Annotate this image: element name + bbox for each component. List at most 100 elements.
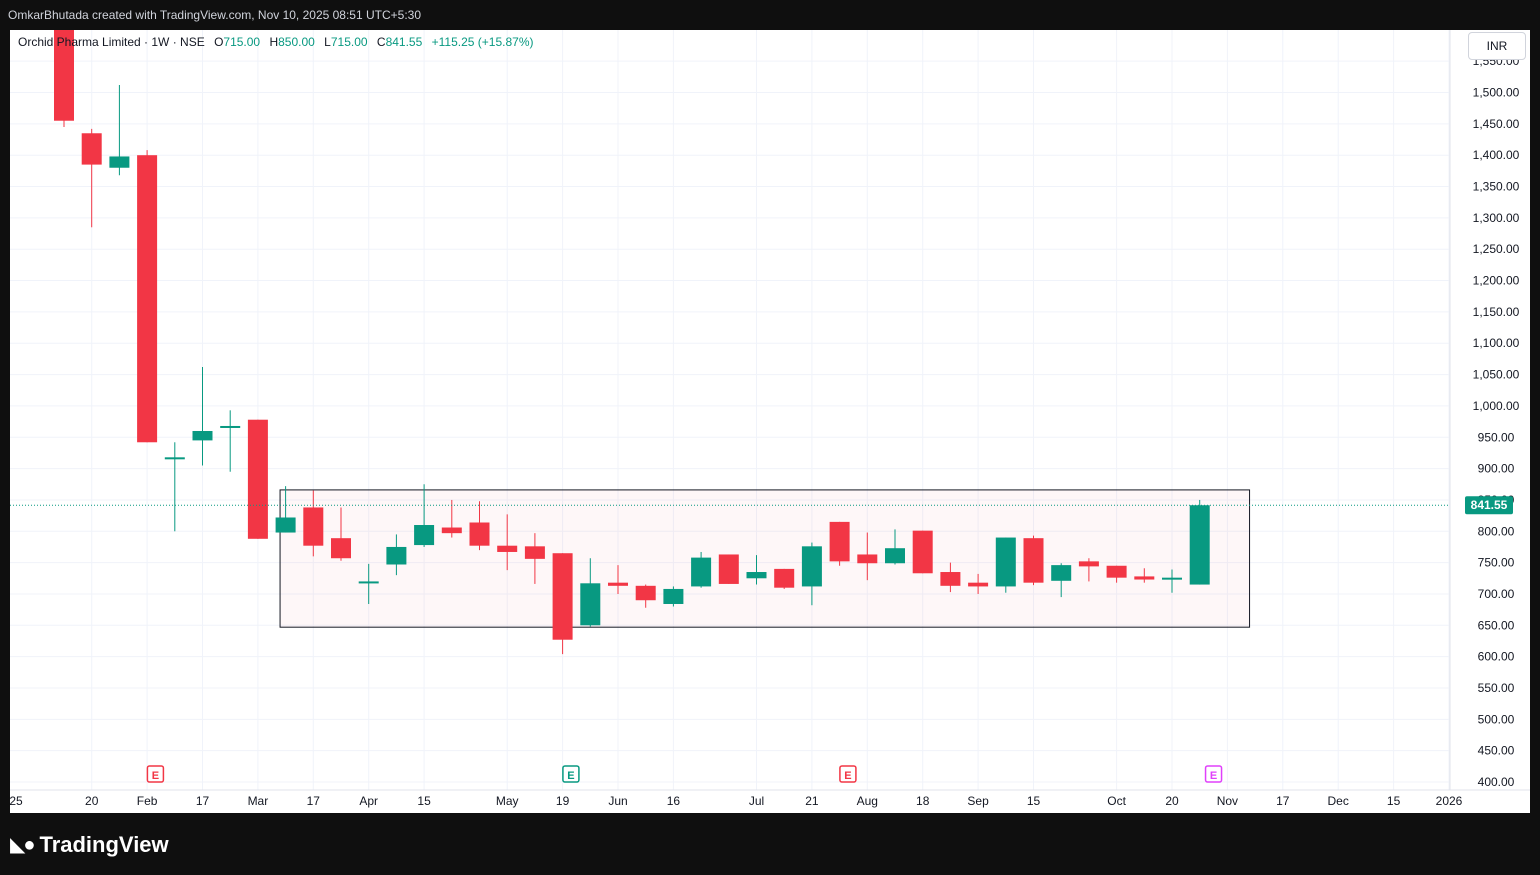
candle-body	[247, 419, 268, 539]
x-tick-label: Dec	[1328, 794, 1349, 808]
y-tick-label: 1,100.00	[1473, 336, 1520, 350]
y-tick-label: 500.00	[1478, 712, 1515, 726]
x-tick-label: 17	[196, 794, 210, 808]
y-tick-label: 1,350.00	[1473, 180, 1520, 194]
y-tick-label: 1,450.00	[1473, 117, 1520, 131]
candle-body	[940, 572, 961, 586]
candle-body	[275, 517, 296, 533]
candle-body	[1051, 565, 1072, 581]
y-tick-label: 1,200.00	[1473, 274, 1520, 288]
earnings-marker-label: E	[152, 770, 159, 782]
candle-body	[1134, 576, 1155, 580]
y-tick-label: 700.00	[1478, 587, 1515, 601]
candle-body	[995, 537, 1016, 587]
candle-body	[137, 155, 158, 443]
high-value: 850.00	[278, 35, 315, 49]
x-tick-label: Sep	[967, 794, 989, 808]
candle-body	[746, 572, 767, 579]
currency-selector[interactable]: INR	[1468, 32, 1526, 60]
candle-body	[441, 527, 462, 534]
earnings-marker	[1204, 765, 1223, 783]
x-tick-label: Apr	[359, 794, 378, 808]
chart-panel[interactable]: 400.00 450.00 500.00 550.00 600.00 650.00 700.…	[10, 30, 1530, 813]
x-tick-label: 15	[1027, 794, 1041, 808]
y-tick-label: 550.00	[1478, 681, 1515, 695]
y-tick-label: 400.00	[1478, 775, 1515, 789]
tv-logo-icon: ◣●	[10, 834, 36, 856]
x-tick-label: Aug	[857, 794, 878, 808]
x-tick-label: 16	[667, 794, 681, 808]
open-label: O	[214, 35, 224, 49]
candle-body	[1162, 577, 1182, 580]
x-axis-ticks: 25 20 Feb 17 Mar 17 Apr 15 May 19 Jun 16 Jul 21 Aug 18 S…	[10, 794, 1463, 808]
x-tick-label: 20	[85, 794, 99, 808]
high-label: H	[269, 35, 279, 49]
candle-body	[718, 554, 739, 584]
low-label: L	[324, 35, 331, 49]
candle-body	[497, 545, 518, 552]
candle-body	[1078, 561, 1099, 567]
x-tick-label: Oct	[1107, 794, 1126, 808]
symbol-legend: Orchid Pharma Limited · 1W · NSE O715.00…	[18, 35, 533, 49]
x-tick-label: 15	[1387, 794, 1401, 808]
candle-body	[192, 430, 213, 441]
candle-body	[635, 585, 656, 601]
candle-body	[414, 525, 435, 546]
y-tick-label: 800.00	[1478, 524, 1515, 538]
candle-body	[54, 30, 74, 121]
x-tick-label: 19	[556, 794, 570, 808]
y-tick-label: 1,000.00	[1473, 399, 1520, 413]
y-tick-label: 650.00	[1478, 618, 1515, 632]
candle-body	[331, 538, 351, 559]
attribution-bar: OmkarBhutada created with TradingView.co…	[0, 0, 1540, 30]
candle-body	[109, 156, 130, 168]
candle-body	[303, 507, 324, 546]
candle-body	[801, 546, 822, 587]
candle-body	[386, 546, 407, 565]
brand-name: TradingView	[39, 832, 169, 857]
x-tick-label: 21	[805, 794, 819, 808]
candle-body	[774, 568, 795, 588]
x-tick-label: 18	[916, 794, 930, 808]
earnings-marker-label: E	[567, 770, 574, 782]
current-price-line: 841.55	[10, 496, 1513, 515]
y-tick-label: 1,300.00	[1473, 211, 1520, 225]
candles	[54, 30, 1210, 655]
price-chart[interactable]: 400.00 450.00 500.00 550.00 600.00 650.00 700.…	[10, 30, 1530, 813]
candle-body	[885, 548, 905, 564]
close-label: C	[376, 35, 386, 49]
earnings-marker-label: E	[1210, 770, 1217, 782]
candle-body	[552, 553, 573, 640]
candle-body	[220, 425, 241, 428]
symbol-name: Orchid Pharma Limited · 1W · NSE	[18, 35, 205, 49]
candle-body	[857, 554, 878, 564]
candle-body	[164, 457, 185, 460]
change-value: +115.25 (+15.87%)	[431, 35, 534, 49]
x-tick-label: Jun	[608, 794, 627, 808]
y-tick-label: 600.00	[1478, 650, 1515, 664]
attribution-text: OmkarBhutada created with TradingView.co…	[8, 8, 422, 22]
candle-body	[968, 582, 989, 587]
close-value: 841.55	[385, 35, 423, 49]
x-tick-label: 20	[1165, 794, 1179, 808]
candle-body	[524, 546, 545, 559]
grid-lines	[10, 30, 1530, 791]
y-tick-label: 1,500.00	[1473, 86, 1520, 100]
candle-body	[829, 521, 850, 562]
x-tick-label: Jul	[749, 794, 764, 808]
y-tick-label: 750.00	[1478, 556, 1515, 570]
y-tick-label: 1,250.00	[1473, 242, 1520, 256]
candle-body	[358, 581, 379, 584]
y-tick-label: 1,150.00	[1473, 305, 1520, 319]
y-tick-label: 1,050.00	[1473, 368, 1520, 382]
y-tick-label: 450.00	[1478, 744, 1515, 758]
x-tick-label: 2026	[1436, 794, 1463, 808]
open-value: 715.00	[223, 35, 261, 49]
tradingview-logo: ◣● TradingView	[10, 830, 169, 860]
candle-body	[691, 557, 712, 587]
x-tick-label: 17	[1276, 794, 1290, 808]
earnings-marker	[839, 765, 857, 783]
x-tick-label: 17	[307, 794, 321, 808]
earnings-marker	[146, 765, 165, 783]
x-tick-label: 25	[10, 794, 23, 808]
